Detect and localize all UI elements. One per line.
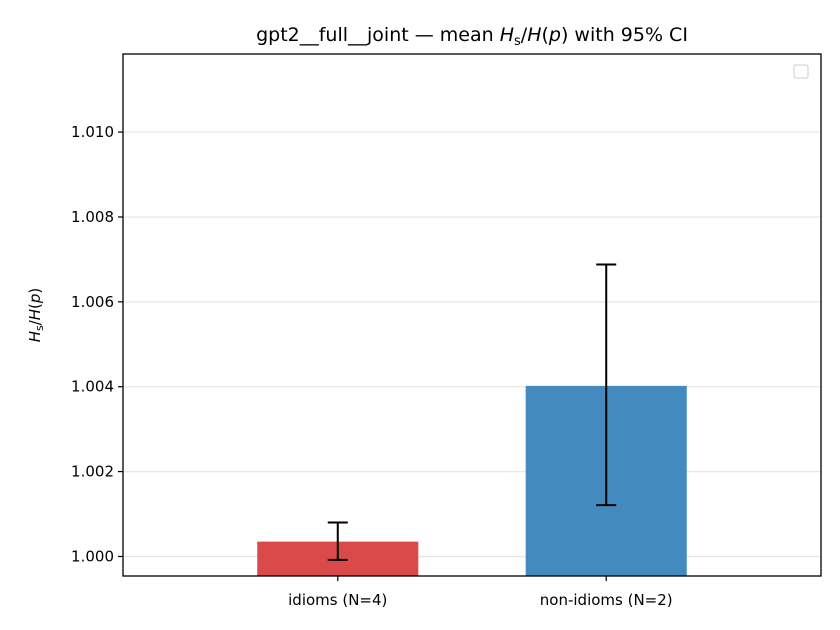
- y-tick-label: 1.010: [71, 123, 114, 141]
- chart-title: gpt2__full__joint — mean Hs/H(p) with 95…: [256, 24, 688, 49]
- y-tick-label: 1.002: [71, 463, 114, 481]
- y-tick-label: 1.006: [71, 293, 114, 311]
- x-axis-ticks: idioms (N=4) non-idioms (N=2): [288, 576, 673, 609]
- y-tick-label: 1.008: [71, 208, 114, 226]
- legend-box: [793, 64, 809, 79]
- y-gridlines: [123, 131, 821, 558]
- plot-frame: [122, 53, 822, 577]
- y-tick-label: 1.000: [71, 547, 114, 565]
- y-axis-ticks: 1.000 1.002 1.004 1.006 1.008 1.010: [71, 123, 123, 565]
- y-axis-label: Hs/H(p): [26, 288, 46, 343]
- x-tick-label: idioms (N=4): [288, 591, 387, 609]
- x-tick-label: non-idioms (N=2): [540, 591, 673, 609]
- error-bars: [327, 263, 617, 561]
- y-tick-label: 1.004: [71, 378, 114, 396]
